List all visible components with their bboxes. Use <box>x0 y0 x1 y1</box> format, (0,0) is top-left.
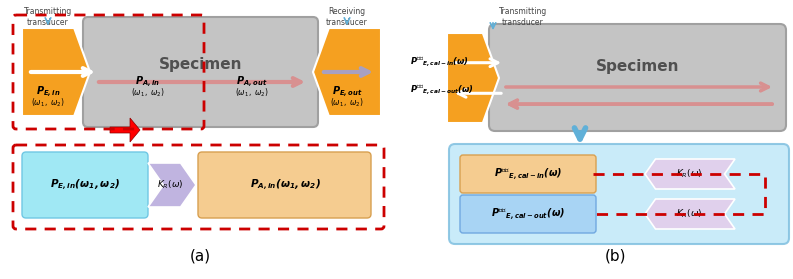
Text: $\bfit{P}''_{E,cal-in}(\omega)$: $\bfit{P}''_{E,cal-in}(\omega)$ <box>410 55 469 69</box>
Text: $\bfit{P}''_{E,cal-in}(\omega)$: $\bfit{P}''_{E,cal-in}(\omega)$ <box>494 167 562 181</box>
FancyBboxPatch shape <box>22 152 148 218</box>
FancyBboxPatch shape <box>489 24 786 131</box>
Text: $\bfit{P}_{E,in}$: $\bfit{P}_{E,in}$ <box>36 85 60 99</box>
Text: $\bfit{P}_{A,out}$: $\bfit{P}_{A,out}$ <box>236 75 268 89</box>
FancyBboxPatch shape <box>460 195 596 233</box>
Text: Specimen: Specimen <box>159 57 242 71</box>
FancyBboxPatch shape <box>198 152 371 218</box>
Polygon shape <box>645 199 735 229</box>
Polygon shape <box>645 159 735 189</box>
Polygon shape <box>447 33 499 123</box>
Text: $(\omega_1,\ \omega_2)$: $(\omega_1,\ \omega_2)$ <box>330 97 364 109</box>
Text: $(\omega_1,\ \omega_2)$: $(\omega_1,\ \omega_2)$ <box>31 97 65 109</box>
Text: $K_R(\omega)$: $K_R(\omega)$ <box>676 208 702 220</box>
Polygon shape <box>313 28 381 116</box>
FancyBboxPatch shape <box>83 17 318 127</box>
Text: Specimen: Specimen <box>596 59 680 74</box>
Text: $\bfit{P}''_{E,cal-out}(\omega)$: $\bfit{P}''_{E,cal-out}(\omega)$ <box>410 83 474 97</box>
Polygon shape <box>22 28 90 116</box>
Text: Receiving
transducer: Receiving transducer <box>326 7 368 27</box>
Text: $K_R(\omega)$: $K_R(\omega)$ <box>676 168 702 180</box>
Polygon shape <box>110 118 140 142</box>
Text: $(\omega_1,\ \omega_2)$: $(\omega_1,\ \omega_2)$ <box>235 87 269 99</box>
FancyBboxPatch shape <box>460 155 596 193</box>
Text: $K_R(\omega)$: $K_R(\omega)$ <box>157 179 183 191</box>
Text: $(\omega_1,\ \omega_2)$: $(\omega_1,\ \omega_2)$ <box>131 87 165 99</box>
Text: (b): (b) <box>604 249 626 263</box>
Text: Transmitting
transducer: Transmitting transducer <box>499 7 547 27</box>
Text: $\bfit{P}_{E,in}(\omega_1,\omega_2)$: $\bfit{P}_{E,in}(\omega_1,\omega_2)$ <box>50 178 120 192</box>
Text: $\bfit{P}_{A,in}(\omega_1,\omega_2)$: $\bfit{P}_{A,in}(\omega_1,\omega_2)$ <box>250 178 320 192</box>
Text: $\bfit{P}''_{E,cal-out}(\omega)$: $\bfit{P}''_{E,cal-out}(\omega)$ <box>491 207 565 222</box>
Text: $\bfit{P}_{A,in}$: $\bfit{P}_{A,in}$ <box>136 75 161 89</box>
Text: (a): (a) <box>190 249 211 263</box>
Text: Transmitting
transducer: Transmitting transducer <box>24 7 72 27</box>
Polygon shape <box>148 163 196 207</box>
FancyBboxPatch shape <box>449 144 789 244</box>
Text: $\bfit{P}_{E,out}$: $\bfit{P}_{E,out}$ <box>331 85 362 99</box>
